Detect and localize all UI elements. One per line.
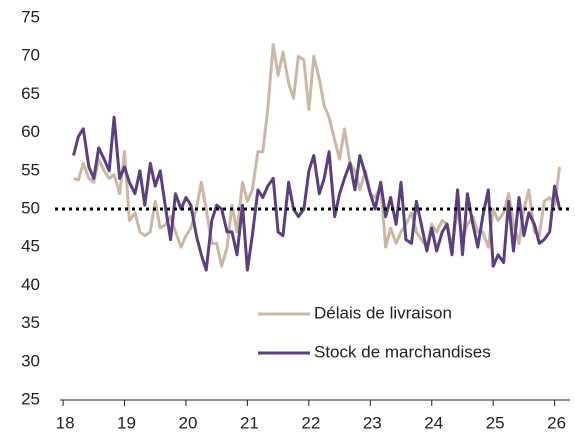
series-line bbox=[73, 43, 562, 268]
legend-label: Stock de marchandises bbox=[314, 342, 491, 361]
series-line bbox=[72, 115, 562, 272]
y-tick-label: 60 bbox=[21, 122, 40, 141]
legend-label: Délais de livraison bbox=[314, 303, 452, 322]
x-tick-label: 26 bbox=[547, 413, 566, 432]
y-tick-label: 65 bbox=[21, 84, 40, 103]
x-tick-label: 20 bbox=[179, 413, 198, 432]
y-tick-label: 35 bbox=[21, 313, 40, 332]
y-tick-label: 25 bbox=[21, 389, 40, 408]
y-tick-label: 40 bbox=[21, 275, 40, 294]
x-tick-label: 25 bbox=[486, 413, 505, 432]
x-tick-label: 18 bbox=[56, 413, 75, 432]
y-tick-label: 50 bbox=[21, 198, 40, 217]
x-tick-label: 21 bbox=[240, 413, 259, 432]
x-tick-label: 19 bbox=[117, 413, 136, 432]
x-tick-label: 22 bbox=[301, 413, 320, 432]
y-tick-label: 30 bbox=[21, 351, 40, 370]
y-tick-label: 75 bbox=[21, 7, 40, 26]
y-tick-label: 55 bbox=[21, 160, 40, 179]
y-tick-label: 45 bbox=[21, 237, 40, 256]
y-tick-label: 70 bbox=[21, 46, 40, 65]
x-tick-label: 24 bbox=[424, 413, 443, 432]
x-tick-label: 23 bbox=[363, 413, 382, 432]
